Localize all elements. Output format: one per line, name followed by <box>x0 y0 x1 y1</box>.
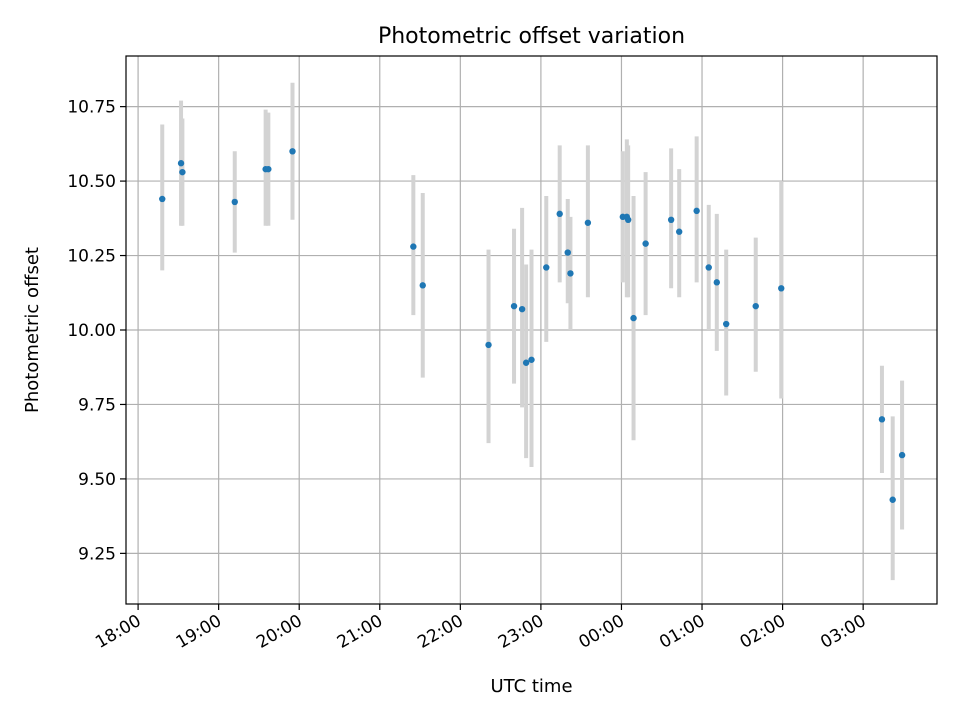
data-point <box>556 210 563 218</box>
y-tick-label: 9.50 <box>78 470 116 490</box>
data-point <box>265 165 272 173</box>
data-point <box>624 216 632 224</box>
data-point <box>584 219 592 226</box>
x-tick-label: 00:00 <box>576 611 628 653</box>
data-point <box>177 160 185 167</box>
x-tick-label: 03:00 <box>817 611 869 653</box>
data-point <box>642 240 649 247</box>
data-point <box>289 148 296 155</box>
y-axis-label: Photometric offset <box>22 247 43 413</box>
data-point <box>667 216 675 224</box>
data-point <box>528 356 535 363</box>
data-point <box>522 359 530 366</box>
data-point <box>419 282 426 289</box>
y-axis-ticks: 9.25 9.50 9.75 10.00 10.25 10.50 10.75 <box>67 98 126 564</box>
y-tick-label: 10.25 <box>67 247 116 267</box>
x-tick-label: 02:00 <box>737 611 789 653</box>
data-point <box>567 270 574 277</box>
data-point <box>564 249 571 256</box>
x-tick-label: 22:00 <box>414 611 466 653</box>
point-layer <box>159 148 906 503</box>
data-point <box>898 451 906 459</box>
y-tick-label: 9.75 <box>78 395 116 415</box>
data-point <box>675 228 683 235</box>
data-point <box>713 279 720 286</box>
x-tick-label: 21:00 <box>334 611 386 653</box>
x-tick-label: 19:00 <box>173 611 225 653</box>
data-point <box>693 207 700 215</box>
chart-title: Photometric offset variation <box>378 24 685 49</box>
data-point <box>752 302 759 310</box>
y-tick-label: 9.25 <box>78 544 116 564</box>
data-point <box>231 198 238 206</box>
data-point <box>510 302 518 310</box>
data-point <box>878 416 886 423</box>
y-tick-label: 10.00 <box>67 321 116 341</box>
data-point <box>778 285 785 292</box>
x-axis-ticks: 18:00 19:00 20:00 21:00 22:00 23:00 00:00 01:00… <box>92 604 870 653</box>
data-point <box>543 264 550 271</box>
x-tick-label: 18:00 <box>92 611 144 653</box>
data-point <box>159 195 166 203</box>
y-tick-label: 10.75 <box>67 98 116 118</box>
x-tick-label: 23:00 <box>495 611 547 653</box>
data-point <box>179 168 186 176</box>
data-point <box>410 243 417 250</box>
data-point <box>722 320 730 328</box>
data-point <box>889 496 896 503</box>
data-point <box>630 314 637 322</box>
x-tick-label: 01:00 <box>656 611 708 653</box>
errorbar-layer <box>160 82 905 581</box>
x-axis-label: UTC time <box>490 676 572 697</box>
y-tick-label: 10.50 <box>67 172 116 192</box>
data-point <box>485 341 492 349</box>
x-tick-label: 20:00 <box>253 611 305 653</box>
data-point <box>518 305 526 313</box>
data-point <box>705 264 712 271</box>
